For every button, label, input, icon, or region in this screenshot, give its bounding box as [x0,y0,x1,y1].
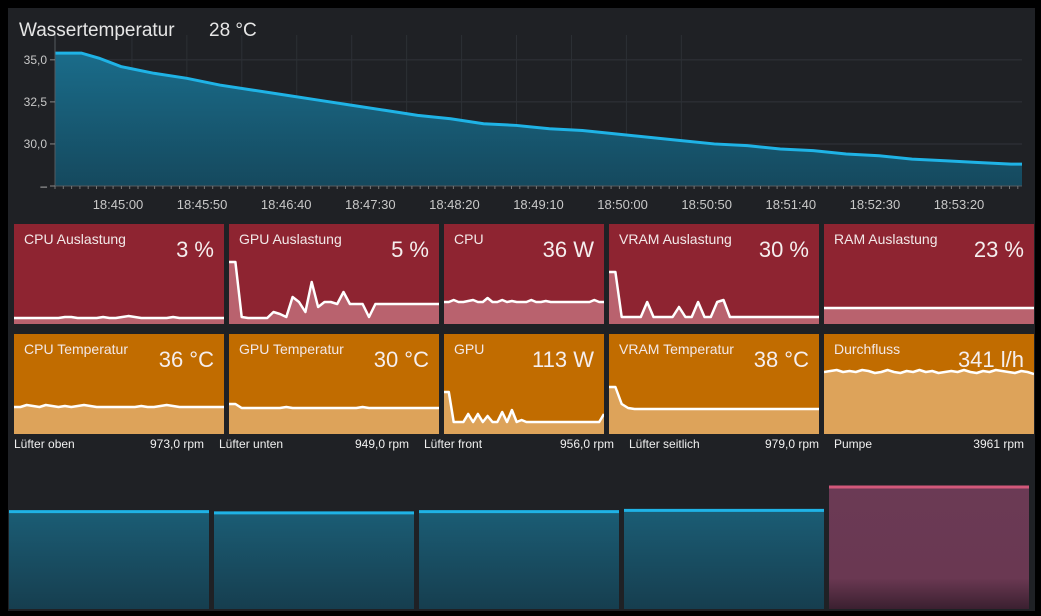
sparkline-line [824,368,1034,376]
sparkline-line [444,390,604,424]
sparkline-line [444,296,604,304]
tile-label: GPU [454,341,485,357]
x-tick-label: 18:50:50 [681,197,732,212]
y-tick-label: – [40,179,47,193]
x-tick-label: 18:47:30 [345,197,396,212]
x-tick-label: 18:50:00 [597,197,648,212]
tile-label: CPU [454,231,484,247]
tile-sparkline [444,390,604,434]
sensor-tile: GPU Auslastung 5 % [229,224,439,324]
tile-value: 5 % [391,237,429,262]
tile-sparkline [609,385,819,434]
x-tick-label: 18:45:50 [177,197,228,212]
tile-value: 113 W [532,347,594,372]
tile-sparkline [14,314,224,324]
tile-value: 38 °C [753,347,809,372]
sparkline-area [229,262,439,324]
sparkline-area [229,404,439,434]
tile-sparkline [229,260,439,324]
tile-label: Durchfluss [834,341,901,357]
tile-value: 23 % [973,237,1024,262]
x-tick-label: 18:52:30 [850,197,901,212]
fan-label: Lüfter oben [14,437,75,451]
x-tick-label: 18:49:10 [513,197,564,212]
tile-value: 3 % [176,237,214,262]
sparkline-line [14,314,224,320]
sparkline-area [609,387,819,434]
tile-value: 30 % [758,237,809,262]
x-tick-label: 18:45:00 [93,197,144,212]
y-tick-label: 35,0 [24,53,48,67]
tile-sparkline [444,296,604,324]
tile-sparkline [824,368,1034,434]
sensor-tile: GPU 113 W [444,334,604,434]
sensor-tile: GPU Temperatur 30 °C [229,334,439,434]
fan-value: 979,0 rpm [764,437,819,451]
fan-label: Pumpe [834,437,873,451]
sparkline-area [444,298,604,324]
fan-value: 973,0 rpm [149,437,204,451]
fan-value: 3961 rpm [973,437,1024,451]
tile-sparkline [229,402,439,434]
sensor-tile: CPU 36 W [444,224,604,324]
fan-label: Lüfter front [424,437,483,451]
tile-value: 36 W [542,237,594,262]
sensor-tile: VRAM Temperatur 38 °C [609,334,819,434]
fan-label: Lüfter seitlich [629,437,700,451]
sparkline-area [609,272,819,324]
water-temperature-chart: 35,0 32,5 30,0 – 18:45:00 18:45:50 18:46:40 18:… [8,8,1035,220]
sparkline-line [609,270,819,319]
tile-label: GPU Auslastung [239,231,342,247]
sparkline-line [229,260,439,320]
x-tick-label: 18:48:20 [429,197,480,212]
tile-value: 30 °C [373,347,429,372]
y-tick-label: 32,5 [24,95,48,109]
water-temperature-title: Wassertemperatur [19,20,175,41]
sparkline-area [14,405,224,434]
tile-label: VRAM Auslastung [619,231,732,247]
x-tick-label: 18:46:40 [261,197,312,212]
tile-value: 36 °C [158,347,214,372]
sparkline-line [609,385,819,411]
water-temperature-value: 28 °C [209,20,257,41]
sparkline-area [444,392,604,434]
water-temperature-line [55,51,1022,166]
sensor-tile: CPU Temperatur 36 °C [14,334,224,434]
tile-value: 341 l/h [957,347,1024,372]
sensor-tile: RAM Auslastung 23 % [824,224,1034,324]
tile-label: GPU Temperatur [239,341,344,357]
sensor-tile: VRAM Auslastung 30 % [609,224,819,324]
sensor-tile: CPU Auslastung 3 % [14,224,224,324]
tile-label: CPU Auslastung [24,231,126,247]
y-tick-label: 30,0 [24,137,48,151]
sensor-tile: Durchfluss 341 l/h [824,334,1034,434]
fan-value: 949,0 rpm [354,437,409,451]
tile-sparkline [14,403,224,434]
tile-label: RAM Auslastung [834,231,938,247]
tile-label: CPU Temperatur [24,341,129,357]
tile-sparkline [824,306,1034,324]
x-tick-label: 18:53:20 [934,197,985,212]
x-tick-label: 18:51:40 [765,197,816,212]
sparkline-line [14,403,224,409]
fan-label: Lüfter unten [219,437,284,451]
sparkline-line [229,402,439,410]
fan-value: 956,0 rpm [559,437,614,451]
sparkline-area [824,308,1034,324]
water-temperature-plot: 35,0 32,5 30,0 – 18:45:00 18:45:50 18:46:40 18:… [24,33,1022,212]
tile-label: VRAM Temperatur [619,341,734,357]
tile-sparkline [609,270,819,324]
water-temperature-area [55,53,1022,186]
sparkline-area [824,370,1034,434]
